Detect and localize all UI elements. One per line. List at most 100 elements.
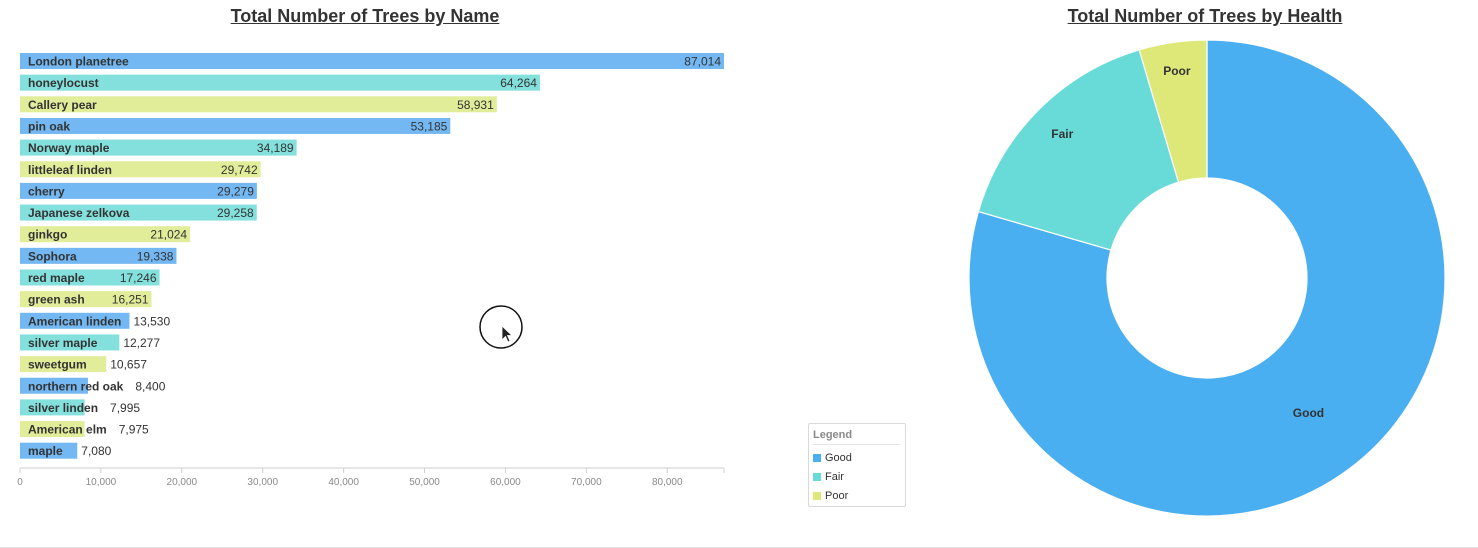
- legend-label-poor: Poor: [825, 489, 849, 502]
- bar-category-label: silver maple: [28, 336, 98, 350]
- legend-label-good: Good: [825, 451, 852, 464]
- x-tick-label: 40,000: [328, 477, 359, 488]
- bar-category-label: ginkgo: [28, 228, 67, 242]
- bar-category-label: maple: [28, 444, 63, 458]
- bar-chart[interactable]: London planetree 87,014 honeylocust 64,264 C…: [0, 40, 740, 540]
- bar-chart-title: Total Number of Trees by Name: [230, 6, 500, 26]
- bar-group[interactable]: Japanese zelkova 29,258: [20, 204, 257, 221]
- legend-item-good[interactable]: Good: [813, 448, 901, 467]
- bar-value-label: 16,251: [112, 293, 149, 307]
- bar[interactable]: [20, 96, 497, 113]
- x-tick-label: 10,000: [86, 477, 117, 488]
- x-tick-label: 20,000: [167, 477, 198, 488]
- x-tick-label: 30,000: [247, 477, 278, 488]
- donut-slice-label: Fair: [1051, 127, 1073, 141]
- bar[interactable]: [20, 204, 257, 221]
- x-tick-label: 70,000: [571, 477, 602, 488]
- legend: Legend Good Fair Poor: [808, 423, 906, 507]
- bar-group[interactable]: sweetgum 10,657: [20, 356, 147, 373]
- x-tick-label: 0: [17, 477, 23, 488]
- mouse-cursor-icon: [479, 305, 523, 349]
- bar-category-label: cherry: [28, 184, 65, 198]
- bar[interactable]: [20, 377, 88, 394]
- bar-category-label: green ash: [28, 293, 85, 307]
- bar-value-label: 7,080: [81, 444, 111, 458]
- bar[interactable]: [20, 182, 257, 199]
- bar-category-label: Norway maple: [28, 141, 110, 155]
- bar-value-label: 53,185: [411, 119, 448, 133]
- bar-category-label: American linden: [28, 314, 121, 328]
- bar[interactable]: [20, 247, 177, 264]
- bar[interactable]: [20, 226, 191, 243]
- bar-group[interactable]: pin oak 53,185: [20, 117, 451, 134]
- bar-category-label: London planetree: [28, 55, 129, 69]
- bar-value-label: 21,024: [150, 228, 187, 242]
- bar-group[interactable]: red maple 17,246: [20, 269, 160, 286]
- bar[interactable]: [20, 399, 85, 416]
- bar-value-label: 64,264: [500, 76, 537, 90]
- bar[interactable]: [20, 291, 152, 308]
- bar[interactable]: [20, 139, 297, 156]
- bar-value-label: 7,995: [110, 401, 140, 415]
- donut-slice-label: Poor: [1163, 64, 1191, 78]
- bar-category-label: northern red oak: [28, 379, 124, 393]
- bar-category-label: silver linden: [28, 401, 98, 415]
- donut-slice-good[interactable]: [968, 39, 1446, 517]
- bar-group[interactable]: silver maple 12,277: [20, 334, 160, 351]
- bar-group[interactable]: American linden 13,530: [20, 312, 170, 329]
- bar-group[interactable]: cherry 29,279: [20, 182, 257, 199]
- bar[interactable]: [20, 117, 451, 134]
- bar-value-label: 12,277: [123, 336, 160, 350]
- bar-group[interactable]: silver linden 7,995: [20, 399, 140, 416]
- bar-group[interactable]: honeylocust 64,264: [20, 74, 540, 91]
- bar-value-label: 7,975: [119, 423, 149, 437]
- donut-slice-poor[interactable]: [1138, 39, 1208, 183]
- bar[interactable]: [20, 334, 120, 351]
- x-tick-label: 60,000: [490, 477, 521, 488]
- bar-group[interactable]: American elm 7,975: [20, 421, 149, 438]
- bar-category-label: Japanese zelkova: [28, 206, 130, 220]
- bar-group[interactable]: northern red oak 8,400: [20, 377, 166, 394]
- bar-value-label: 19,338: [137, 249, 174, 263]
- legend-label-fair: Fair: [825, 470, 844, 483]
- x-tick-label: 80,000: [652, 477, 683, 488]
- donut-chart[interactable]: Good Fair Poor: [950, 30, 1470, 530]
- bar-value-label: 87,014: [684, 55, 721, 69]
- donut-slice-fair[interactable]: [977, 49, 1180, 251]
- bar-category-label: American elm: [28, 423, 107, 437]
- legend-item-fair[interactable]: Fair: [813, 467, 901, 486]
- bar[interactable]: [20, 161, 261, 178]
- bar-value-label: 29,258: [217, 206, 254, 220]
- bar-value-label: 29,279: [217, 184, 254, 198]
- bar-category-label: sweetgum: [28, 358, 87, 372]
- bar-group[interactable]: London planetree 87,014: [20, 53, 724, 69]
- bar-category-label: Sophora: [28, 249, 77, 263]
- bar-group[interactable]: Callery pear 58,931: [20, 96, 497, 113]
- bar[interactable]: [20, 53, 724, 69]
- donut-chart-title: Total Number of Trees by Health: [1067, 6, 1343, 26]
- bar-value-label: 8,400: [135, 379, 165, 393]
- bar[interactable]: [20, 312, 130, 329]
- bar-value-label: 17,246: [120, 271, 157, 285]
- bar[interactable]: [20, 356, 107, 373]
- legend-item-poor[interactable]: Poor: [813, 486, 901, 505]
- bar-category-label: Callery pear: [28, 98, 97, 112]
- bar[interactable]: [20, 442, 78, 459]
- bar-value-label: 29,742: [221, 163, 258, 177]
- x-tick-label: 50,000: [409, 477, 440, 488]
- bar-value-label: 10,657: [110, 358, 147, 372]
- bar[interactable]: [20, 74, 540, 91]
- bar-group[interactable]: ginkgo 21,024: [20, 226, 191, 243]
- donut-slice-label: Good: [1293, 406, 1324, 420]
- bar[interactable]: [20, 269, 160, 286]
- bar-group[interactable]: Sophora 19,338: [20, 247, 177, 264]
- bar-group[interactable]: maple 7,080: [20, 442, 112, 459]
- bar-group[interactable]: littleleaf linden 29,742: [20, 161, 261, 178]
- legend-swatch-good: [813, 453, 821, 462]
- bar-category-label: pin oak: [28, 119, 70, 133]
- bar-group[interactable]: green ash 16,251: [20, 291, 152, 308]
- bar-value-label: 34,189: [257, 141, 294, 155]
- bar[interactable]: [20, 421, 85, 438]
- bar-group[interactable]: Norway maple 34,189: [20, 139, 297, 156]
